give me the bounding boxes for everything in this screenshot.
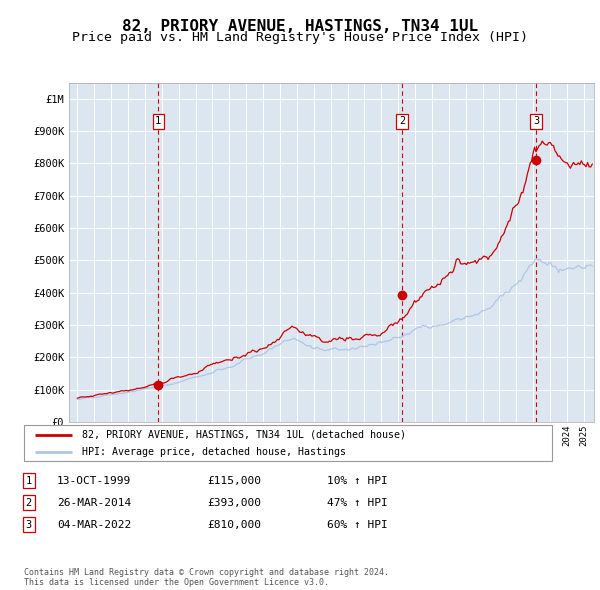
Text: 2: 2 xyxy=(26,498,32,507)
Text: 04-MAR-2022: 04-MAR-2022 xyxy=(57,520,131,529)
Text: 2: 2 xyxy=(399,116,405,126)
Text: 82, PRIORY AVENUE, HASTINGS, TN34 1UL (detached house): 82, PRIORY AVENUE, HASTINGS, TN34 1UL (d… xyxy=(82,430,406,440)
Text: £393,000: £393,000 xyxy=(207,498,261,507)
Text: 1: 1 xyxy=(26,476,32,486)
Text: 26-MAR-2014: 26-MAR-2014 xyxy=(57,498,131,507)
Text: Price paid vs. HM Land Registry's House Price Index (HPI): Price paid vs. HM Land Registry's House … xyxy=(72,31,528,44)
Text: 82, PRIORY AVENUE, HASTINGS, TN34 1UL: 82, PRIORY AVENUE, HASTINGS, TN34 1UL xyxy=(122,19,478,34)
Text: 3: 3 xyxy=(533,116,539,126)
Text: 3: 3 xyxy=(26,520,32,529)
Text: 13-OCT-1999: 13-OCT-1999 xyxy=(57,476,131,486)
Text: HPI: Average price, detached house, Hastings: HPI: Average price, detached house, Hast… xyxy=(82,447,346,457)
Text: Contains HM Land Registry data © Crown copyright and database right 2024.
This d: Contains HM Land Registry data © Crown c… xyxy=(24,568,389,587)
Text: 47% ↑ HPI: 47% ↑ HPI xyxy=(327,498,388,507)
Text: 1: 1 xyxy=(155,116,161,126)
FancyBboxPatch shape xyxy=(24,425,552,461)
Text: £810,000: £810,000 xyxy=(207,520,261,529)
Text: 60% ↑ HPI: 60% ↑ HPI xyxy=(327,520,388,529)
Text: £115,000: £115,000 xyxy=(207,476,261,486)
Text: 10% ↑ HPI: 10% ↑ HPI xyxy=(327,476,388,486)
